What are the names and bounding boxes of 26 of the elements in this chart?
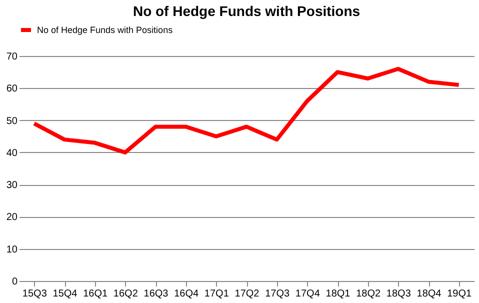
x-tick-label: 16Q1	[83, 288, 108, 300]
y-tick-label: 70	[6, 52, 18, 62]
x-tick-label: 15Q4	[52, 288, 78, 300]
x-tick-label: 16Q2	[113, 288, 138, 300]
x-tick-label: 18Q1	[326, 288, 351, 300]
x-tick-label: 16Q4	[174, 288, 199, 300]
x-tick-label: 18Q3	[386, 288, 412, 300]
y-tick-label: 30	[6, 180, 18, 192]
x-tick-label: 17Q1	[204, 288, 230, 300]
x-tick-label: 15Q3	[22, 288, 48, 300]
x-tick-label: 17Q3	[265, 288, 290, 300]
y-tick-label: 20	[6, 212, 18, 224]
y-tick-label: 60	[6, 84, 18, 95]
y-tick-label: 0	[12, 276, 18, 288]
x-tick-label: 16Q3	[144, 288, 169, 300]
x-tick-label: 17Q4	[295, 288, 320, 300]
chart-title: No of Hedge Funds with Positions	[132, 3, 360, 19]
x-tick-label: 18Q2	[356, 288, 381, 300]
y-tick-label: 40	[6, 148, 18, 159]
x-tick-label: 17Q2	[234, 288, 260, 300]
y-tick-label: 50	[6, 116, 18, 127]
x-tick-label: 18Q4	[416, 288, 442, 300]
legend-label: No of Hedge Funds with Positions	[37, 25, 174, 35]
x-tick-label: 19Q1	[447, 288, 472, 300]
y-tick-label: 10	[6, 244, 18, 256]
line-series	[32, 66, 461, 154]
